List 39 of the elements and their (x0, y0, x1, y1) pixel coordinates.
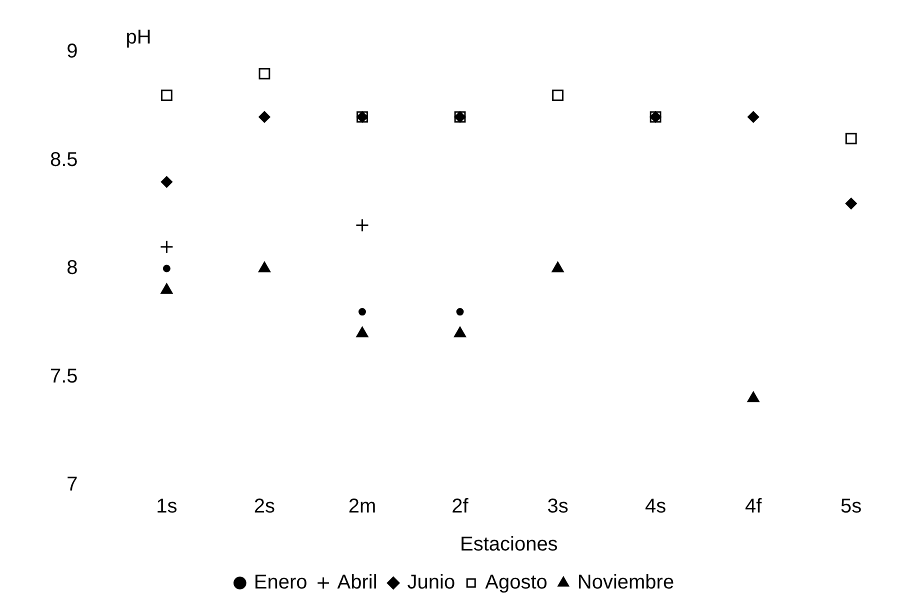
point (258, 111, 270, 123)
legend-label: Noviembre (577, 572, 674, 594)
x-tick-label: 4s (645, 496, 666, 518)
x-axis-title: Estaciones (460, 534, 558, 556)
legend-label: Enero (254, 572, 308, 594)
y-tick-label: 8.5 (50, 148, 78, 171)
point (160, 176, 172, 188)
x-tick-label: 2m (348, 496, 376, 518)
x-tick-label: 3s (547, 496, 568, 518)
x-tick-label: 1s (156, 496, 178, 518)
point (162, 264, 170, 272)
point (258, 68, 270, 80)
point (160, 283, 173, 294)
point (258, 262, 270, 272)
y-tick-label: 7 (66, 474, 78, 496)
point (747, 392, 760, 402)
y-tick-label: 9 (66, 40, 78, 63)
y-tick-label: 8 (66, 257, 78, 280)
point (454, 326, 466, 338)
point (358, 308, 366, 316)
legend-label: Junio (407, 572, 456, 594)
x-tick-label: 5s (840, 496, 862, 518)
point (355, 218, 369, 232)
point (552, 262, 564, 272)
x-tick-label: 2f (452, 496, 469, 518)
point (845, 132, 857, 144)
y-axis-title: pH (126, 26, 152, 49)
y-tick-label: 7.5 (50, 365, 78, 388)
point (160, 240, 174, 254)
x-tick-label: 4f (744, 496, 762, 518)
point (552, 90, 564, 101)
legend-label: Agosto (485, 572, 548, 594)
point (160, 90, 172, 101)
point (356, 326, 368, 338)
point (748, 111, 760, 123)
point (845, 198, 857, 210)
x-tick-label: 2s (254, 496, 276, 518)
point (456, 308, 464, 316)
legend-label: Abril (337, 572, 378, 594)
